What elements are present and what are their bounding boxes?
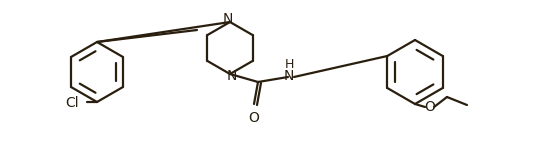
Text: Cl: Cl <box>65 96 79 110</box>
Text: H: H <box>284 59 294 71</box>
Text: N: N <box>223 12 233 26</box>
Text: O: O <box>425 100 435 114</box>
Text: N: N <box>227 69 237 83</box>
Text: N: N <box>284 69 294 83</box>
Text: O: O <box>249 111 259 125</box>
